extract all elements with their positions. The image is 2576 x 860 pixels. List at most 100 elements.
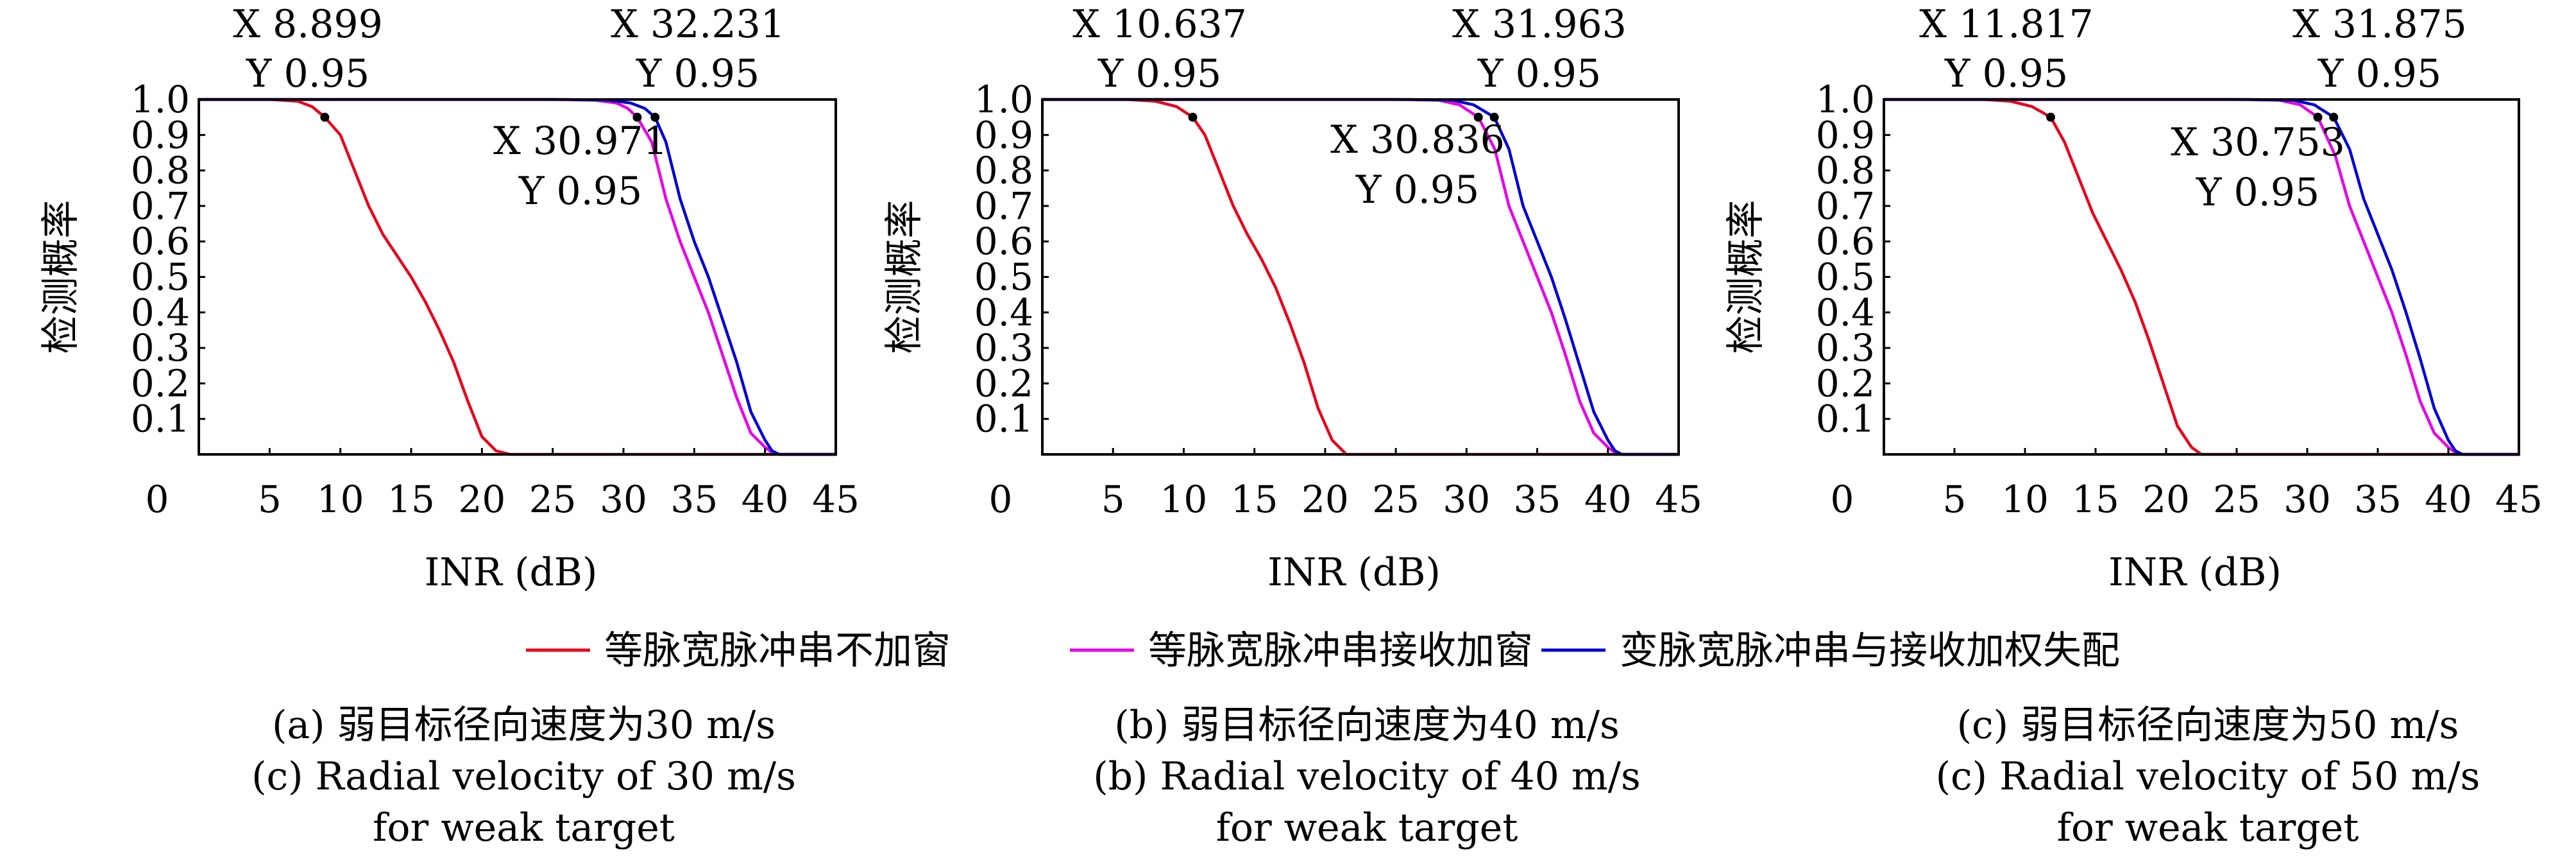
caption-line-2: (b) Radial velocity of 40 m/s [1093,754,1641,799]
x-tick-label: 35 [670,477,718,521]
x-tick-label: 10 [317,477,364,521]
caption-line-2: (c) Radial velocity of 30 m/s [251,754,796,799]
y-tick-label: 0.8 [1816,149,1875,193]
annotation-y-value: Y 0.95 [1477,51,1601,96]
x-axis-label: INR (dB) [1267,550,1441,595]
annotation-x-value: X 8.899 [233,2,383,47]
x-tick-label: 25 [529,477,577,521]
x-tick-label: 45 [2495,477,2543,521]
y-tick-label: 0.1 [974,397,1033,441]
y-axis-label: 检测概率 [38,200,83,354]
x-tick-label: 5 [1943,477,1967,521]
caption-line-3: for weak target [373,805,675,850]
x-tick-label: 5 [258,477,282,521]
y-tick-label: 1.0 [131,78,190,121]
annotation-x-value: X 30.753 [2171,120,2345,165]
x-axis-label: INR (dB) [2108,550,2282,595]
annotation-y-value: Y 0.95 [246,51,369,96]
y-axis-label: 检测概率 [1724,200,1768,354]
legend-label-3: 变脉宽脉冲串与接收加权失配 [1620,628,2120,673]
x-tick-label: 40 [2425,477,2472,521]
x-tick-label: 45 [812,477,860,521]
y-tick-label: 0.7 [1816,184,1875,228]
x-tick-label: 25 [2213,477,2260,521]
series-line-3 [199,98,836,456]
x-tick-label: 40 [741,477,789,521]
y-tick-label: 0.5 [1816,255,1875,299]
y-tick-label: 0.6 [1816,219,1875,263]
x-tick-label: 10 [2001,477,2049,521]
y-tick-label: 0.2 [974,361,1033,405]
annotation-y-value: Y 0.95 [1944,51,2068,96]
data-point-marker [2046,112,2055,122]
series-line-1 [1042,98,1679,456]
x-tick-label: 20 [458,477,505,521]
annotation-y-value: Y 0.95 [1355,168,1479,212]
y-tick-label: 0.4 [974,291,1033,334]
series-line-2 [1042,98,1679,456]
chart-panel-3: 0.10.20.30.40.50.60.70.80.91.0 0 5 10 15 20 25… [1724,2,2543,850]
y-tick-label: 0.6 [974,219,1033,263]
y-tick-label: 0.3 [1816,326,1875,370]
y-tick-label: 1.0 [1816,78,1875,121]
chart-panel-2: 0.10.20.30.40.50.60.70.80.91.0 0 5 10 15 20 25… [882,2,1702,850]
caption-line-3: for weak target [1216,805,1518,850]
annotation-x-value: X 10.637 [1072,2,1247,47]
legend-label-2: 等脉宽脉冲串接收加窗 [1148,628,1533,673]
y-tick-label: 0.8 [974,149,1033,193]
y-tick-label: 0.7 [131,184,190,228]
y-tick-label: 0.9 [131,113,190,157]
annotation-y-value: Y 0.95 [2196,170,2319,215]
x-tick-label: 20 [2142,477,2190,521]
x-axis-label: INR (dB) [425,550,598,595]
series-line-2 [1884,98,2519,456]
y-tick-label: 0.9 [974,113,1033,157]
x-tick-label: 10 [1160,477,1208,521]
data-point-marker [632,112,642,122]
x-tick-label: 15 [1231,477,1278,521]
y-tick-label: 0.1 [131,397,190,441]
series-line-1 [1884,98,2519,456]
data-point-marker [1188,112,1198,122]
x-tick-label: 20 [1301,477,1349,521]
data-point-marker [1473,112,1483,122]
x-tick-label: 30 [600,477,647,521]
y-tick-label: 0.5 [974,255,1033,299]
data-point-marker [1489,112,1499,122]
x-tick-label: 0 [1831,477,1854,521]
annotation-x-value: X 30.971 [493,119,668,164]
y-tick-label: 1.0 [974,78,1033,121]
caption-line-1: (c) 弱目标径向速度为50 m/s [1957,703,2459,748]
x-tick-label: 40 [1584,477,1632,521]
x-tick-label: 30 [1443,477,1490,521]
x-tick-label: 0 [146,477,169,521]
caption-line-1: (b) 弱目标径向速度为40 m/s [1114,703,1620,748]
y-tick-label: 0.4 [131,291,190,334]
series-line-3 [1884,98,2519,456]
y-tick-label: 0.3 [974,326,1033,370]
annotation-y-value: Y 0.95 [518,169,642,214]
legend: 等脉宽脉冲串不加窗 等脉宽脉冲串接收加窗 变脉宽脉冲串与接收加权失配 [526,628,2120,673]
y-tick-label: 0.3 [131,326,190,370]
x-tick-label: 35 [2354,477,2402,521]
x-tick-label: 0 [989,477,1013,521]
chart-panel-1: 0.10.20.30.40.50.60.70.80.91.0 0 5 10 15 20 25… [38,2,860,850]
annotation-y-value: Y 0.95 [2318,51,2441,96]
x-tick-label: 45 [1655,477,1702,521]
x-tick-label: 15 [387,477,435,521]
annotation-x-value: X 11.817 [1919,2,2094,47]
caption-line-3: for weak target [2057,805,2359,850]
annotation-x-value: X 31.875 [2292,2,2467,47]
x-tick-label: 5 [1101,477,1125,521]
data-point-marker [650,112,660,122]
series-line-1 [199,98,836,456]
annotation-y-value: Y 0.95 [636,51,759,96]
annotation-x-value: X 30.836 [1330,117,1505,162]
legend-label-1: 等脉宽脉冲串不加窗 [604,628,951,673]
y-tick-label: 0.9 [1816,113,1875,157]
y-tick-label: 0.2 [1816,361,1875,405]
y-tick-label: 0.1 [1816,397,1875,441]
y-tick-label: 0.6 [131,219,190,263]
